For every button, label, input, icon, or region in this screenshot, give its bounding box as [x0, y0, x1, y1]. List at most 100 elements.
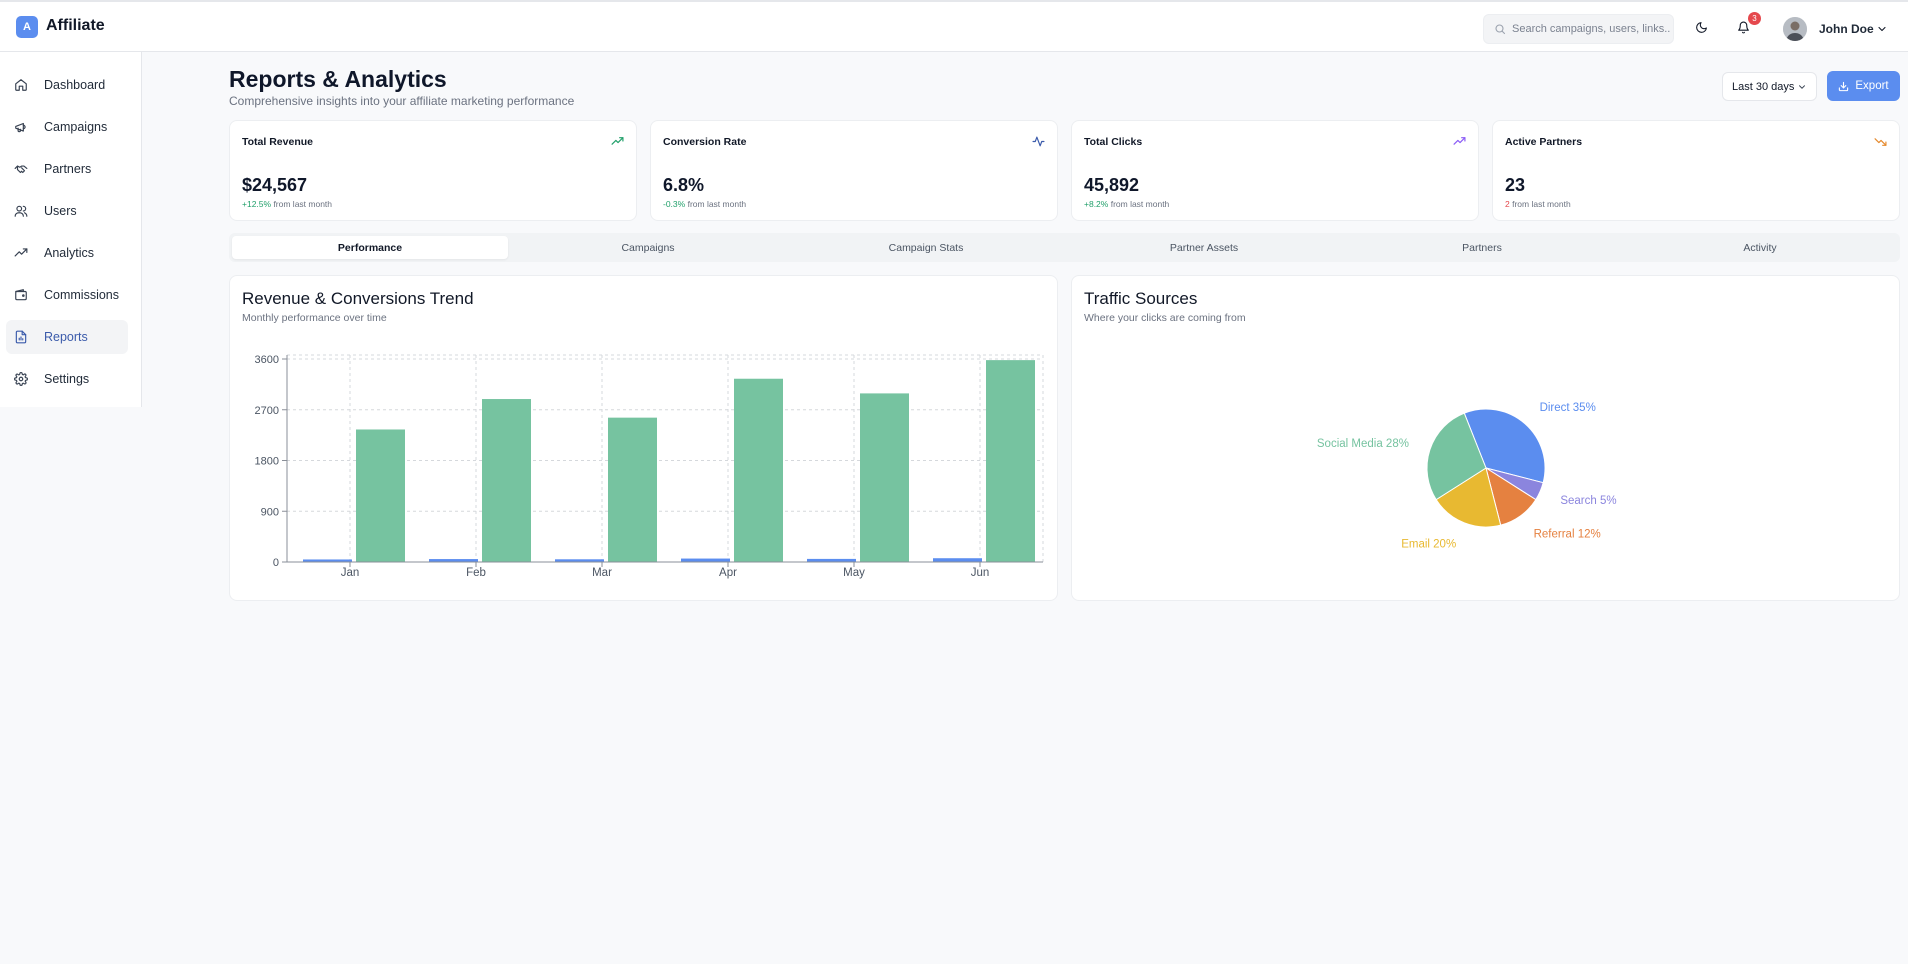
report-tabs: Performance Campaigns Campaign Stats Par…	[229, 233, 1900, 262]
bar	[429, 559, 478, 562]
stat-title: Total Clicks	[1084, 136, 1143, 148]
y-tick-label: 900	[261, 506, 279, 518]
sidebar-item-reports[interactable]: Reports	[6, 320, 128, 354]
y-tick-label: 1800	[255, 456, 279, 468]
sidebar-item-label: Users	[44, 204, 77, 218]
bar	[860, 393, 909, 562]
file-chart-icon	[15, 330, 27, 344]
traffic-sources-pie-chart: Direct 35% Search 5% Referral 12% Email 20%…	[1317, 402, 1617, 550]
notifications-button[interactable]	[1732, 16, 1754, 38]
sidebar-item-settings[interactable]: Settings	[6, 362, 128, 396]
logo[interactable]: A	[16, 16, 38, 38]
sidebar-item-label: Reports	[44, 330, 88, 344]
pie-label: Referral 12%	[1534, 529, 1601, 541]
sidebar-item-label: Partners	[44, 162, 92, 176]
x-tick-label: May	[843, 567, 865, 579]
export-button[interactable]: Export	[1827, 71, 1900, 101]
tab-partners[interactable]: Partners	[1462, 241, 1502, 254]
stat-change-value: -0.3%	[663, 199, 686, 209]
pie-label: Search 5%	[1560, 495, 1616, 507]
bar	[555, 559, 604, 562]
x-tick-label: Feb	[466, 567, 486, 579]
notification-badge: 3	[1748, 12, 1761, 25]
avatar[interactable]	[1783, 17, 1807, 41]
brand-name[interactable]: Affiliate	[46, 17, 105, 34]
x-tick-label: Jun	[971, 567, 990, 579]
sidebar-item-campaigns[interactable]: Campaigns	[6, 110, 128, 144]
stat-change-suffix: from last month	[271, 199, 333, 209]
stat-card-total-clicks: Total Clicks 45,892 +8.2% from last mont…	[1071, 120, 1479, 221]
theme-toggle-button[interactable]	[1690, 16, 1712, 38]
pie-label: Email 20%	[1401, 538, 1456, 550]
search-icon	[1495, 24, 1506, 35]
top-header: A Affiliate 3 John Doe	[0, 0, 1908, 52]
sidebar-item-label: Dashboard	[44, 78, 106, 92]
pie-slice	[1463, 408, 1546, 484]
y-tick-label: 3600	[255, 354, 279, 366]
stat-change-suffix: from last month	[685, 199, 747, 209]
stat-title: Total Revenue	[242, 136, 313, 148]
wallet-icon	[15, 289, 27, 301]
user-name[interactable]: John Doe	[1819, 22, 1874, 36]
bell-icon	[1737, 21, 1749, 33]
tab-campaigns[interactable]: Campaigns	[621, 241, 675, 254]
bar	[303, 559, 352, 562]
date-range-select[interactable]: Last 30 days	[1722, 72, 1817, 101]
search-input[interactable]	[1512, 16, 1670, 42]
pie-label: Social Media 28%	[1317, 438, 1409, 450]
tab-partner-assets[interactable]: Partner Assets	[1169, 241, 1239, 254]
x-tick-label: Apr	[719, 567, 737, 579]
stat-change-value: +8.2%	[1084, 199, 1109, 209]
panel-subtitle: Where your clicks are coming from	[1084, 312, 1246, 324]
bar	[681, 558, 730, 562]
bar	[933, 558, 982, 562]
sidebar-item-commissions[interactable]: Commissions	[6, 278, 128, 312]
stat-value: $24,567	[242, 175, 308, 195]
tab-campaign-stats[interactable]: Campaign Stats	[888, 241, 964, 254]
x-tick-label: Jan	[341, 567, 360, 579]
tab-performance[interactable]: Performance	[232, 236, 508, 259]
bar	[608, 417, 657, 562]
chevron-down-icon[interactable]	[1876, 23, 1888, 35]
stat-change: 2 from last month	[1505, 199, 1571, 209]
trending-up-icon	[611, 137, 624, 145]
users-icon	[14, 205, 28, 217]
stat-change: -0.3% from last month	[663, 199, 746, 209]
stat-change-value: 2	[1505, 199, 1510, 209]
revenue-conversions-bar-chart: 0 900 1800 2700 3600 Jan Feb Mar Apr May Jun	[255, 354, 1044, 579]
tab-activity[interactable]: Activity	[1743, 241, 1777, 254]
sidebar-item-users[interactable]: Users	[6, 194, 128, 228]
page-subtitle: Comprehensive insights into your affilia…	[229, 94, 575, 108]
download-icon	[1839, 81, 1849, 91]
date-range-value: Last 30 days	[1732, 80, 1795, 93]
page-title: Reports & Analytics	[229, 66, 447, 92]
stat-value: 23	[1505, 175, 1526, 195]
search-box[interactable]	[1483, 14, 1674, 44]
sidebar-item-label: Commissions	[44, 288, 120, 302]
sidebar-item-dashboard[interactable]: Dashboard	[6, 68, 128, 102]
handshake-icon	[14, 165, 28, 174]
bar	[356, 429, 405, 562]
trending-up-icon	[1453, 137, 1466, 145]
sidebar-item-analytics[interactable]: Analytics	[6, 236, 128, 270]
stat-change-value: +12.5%	[242, 199, 272, 209]
stat-title: Conversion Rate	[663, 136, 747, 148]
panel-subtitle: Monthly performance over time	[242, 312, 387, 324]
stat-title: Active Partners	[1505, 136, 1583, 148]
stat-value: 6.8%	[663, 175, 705, 195]
gear-icon	[14, 372, 28, 386]
stat-change-suffix: from last month	[1108, 199, 1170, 209]
bar	[734, 378, 783, 562]
stat-change-suffix: from last month	[1509, 199, 1571, 209]
sidebar-item-label: Settings	[44, 372, 90, 386]
chevron-down-icon	[1799, 85, 1805, 89]
bar	[986, 360, 1035, 562]
panel-title: Traffic Sources	[1084, 289, 1198, 308]
activity-icon	[1032, 136, 1045, 147]
home-icon	[15, 79, 27, 91]
y-tick-label: 0	[273, 557, 279, 569]
stat-card-total-revenue: Total Revenue $24,567 +12.5% from last m…	[229, 120, 637, 221]
bar	[807, 558, 856, 562]
sidebar-item-partners[interactable]: Partners	[6, 152, 128, 186]
stat-card-conversion-rate: Conversion Rate 6.8% -0.3% from last mon…	[650, 120, 1058, 221]
